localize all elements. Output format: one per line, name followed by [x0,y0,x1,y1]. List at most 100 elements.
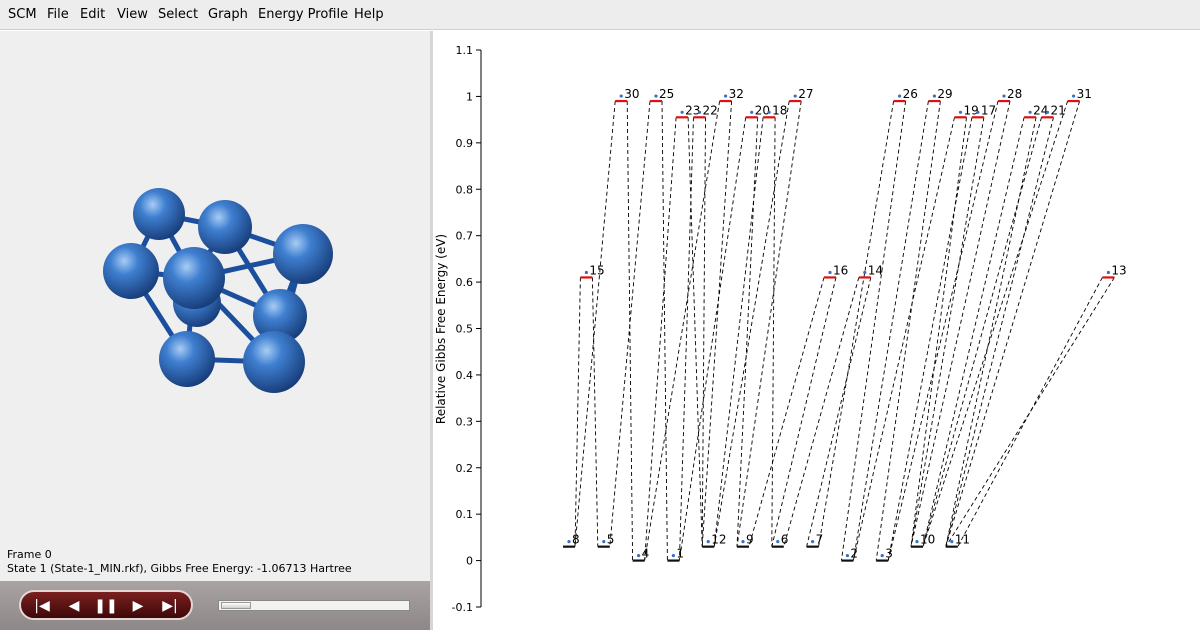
energy-profile-panel: -0.1 0 0.1 0.2 0.3 0.4 0.5 0.6 0.7 0.8 0.9 1 1.1 8 5 4… [433,31,1200,630]
menu-file[interactable]: File [47,7,69,22]
path-line [875,100,941,561]
path-line [945,117,1054,547]
minimum-level-label: 10 [920,533,935,547]
path-line [852,100,929,561]
y-tick-label: 1 [466,90,473,103]
path-line [818,100,895,547]
transition-state-level-label: 32 [729,87,744,101]
transition-state-level-label: 14 [868,263,883,277]
minimum-level-label: 8 [572,533,580,547]
transition-state-level-label: 19 [964,103,979,117]
path-line [922,100,1069,547]
transition-state-level-label: 22 [703,103,718,117]
transition-state-level-marker [898,94,902,98]
transition-state-level-marker [1106,270,1110,275]
path-line [783,277,860,547]
atom[interactable] [163,247,225,309]
minimum-level-label: 5 [607,533,615,547]
transition-state-level-marker [793,94,797,98]
path-line [736,117,759,547]
y-tick-label: 0.4 [456,369,474,382]
y-tick-label: 0.6 [456,276,474,289]
molecule-viewer[interactable] [0,31,430,630]
atom[interactable] [253,289,307,343]
path-line [609,101,651,547]
path-line [701,117,706,547]
minimum-level-marker [637,553,641,558]
path-line [748,277,825,547]
transition-state-level-label: 24 [1033,103,1048,117]
menu-graph[interactable]: Graph [208,7,248,22]
state-info-label: State 1 (State-1_MIN.rkf), Gibbs Free En… [7,562,352,575]
y-tick-label: 0.8 [456,183,474,196]
path-line [713,117,764,547]
minimum-level-marker [811,540,815,544]
minimum-level-label: 1 [676,547,684,561]
path-line [736,100,802,547]
minimum-level-label: 12 [711,533,726,547]
frame-label: Frame 0 [7,548,52,561]
y-axis-label: Relative Gibbs Free Energy (eV) [434,234,448,424]
step-back-icon[interactable]: ◀ [68,598,80,614]
minimum-level-marker [671,553,675,558]
path-line [574,277,581,547]
transition-state-level-marker [680,110,684,114]
atom[interactable] [133,188,185,240]
minimum-level-marker [950,540,954,544]
menu-scm[interactable]: SCM [8,7,37,22]
path-line [806,277,872,547]
frame-slider[interactable] [218,600,410,611]
energy-profile-chart[interactable]: -0.1 0 0.1 0.2 0.3 0.4 0.5 0.6 0.7 0.8 0.9 1 1.1 8 5 4… [433,31,1200,630]
path-line [957,277,1103,547]
path-line [626,101,634,561]
y-axis: -0.1 0 0.1 0.2 0.3 0.4 0.5 0.6 0.7 0.8 0.9 1 1.1 [452,44,482,614]
path-line [771,277,837,547]
path-line [661,101,668,561]
y-tick-label: 0.1 [456,508,474,521]
connection-lines [574,100,1115,561]
menu-help[interactable]: Help [354,7,384,22]
path-line [910,117,967,547]
transition-state-level-marker [828,270,832,275]
minimum-level-label: 6 [781,533,789,547]
minimum-level-marker [567,540,571,544]
atom[interactable] [198,200,252,254]
transition-state-level-marker [697,110,702,114]
menu-select[interactable]: Select [158,7,199,22]
path-line [678,117,747,561]
atom[interactable] [103,243,159,299]
path-line [701,101,733,547]
y-tick-label: 0.9 [456,137,474,150]
y-tick-label: 0.5 [456,323,474,336]
transition-state-level-label: 20 [755,103,770,117]
path-line [574,101,616,547]
transition-state-level-label: 16 [833,263,848,277]
y-tick-label: 0.7 [456,230,474,243]
transition-state-level-label: 21 [1051,103,1066,117]
skip-to-end-icon[interactable]: ▶| [162,598,178,614]
panel-divider[interactable] [430,31,433,630]
menu-edit[interactable]: Edit [80,7,106,22]
minimum-level-label: 4 [642,547,650,561]
molecule-graphic[interactable] [0,31,430,551]
transition-state-level-marker [619,94,623,98]
transition-state-level-label: 13 [1111,263,1126,277]
minimum-level-label: 9 [746,533,754,547]
slider-handle[interactable] [221,602,251,609]
molecule-atoms [103,188,333,393]
transition-state-level-label: 17 [981,103,996,117]
playback-controls: |◀ ◀ ❚❚ ▶ ▶| [19,590,193,620]
minimum-level-marker [741,540,745,544]
skip-to-start-icon[interactable]: |◀ [34,598,50,614]
transition-state-level-marker [863,270,867,275]
menu-view[interactable]: View [117,7,148,22]
menu-energy-profile[interactable]: Energy Profile [258,7,349,22]
atom[interactable] [159,331,215,387]
play-icon[interactable]: ▶ [132,598,144,614]
transition-state-level-label: 15 [589,263,604,277]
atom[interactable] [273,224,333,284]
pause-icon[interactable]: ❚❚ [94,598,118,614]
atom[interactable] [243,331,305,393]
path-line [887,117,973,561]
